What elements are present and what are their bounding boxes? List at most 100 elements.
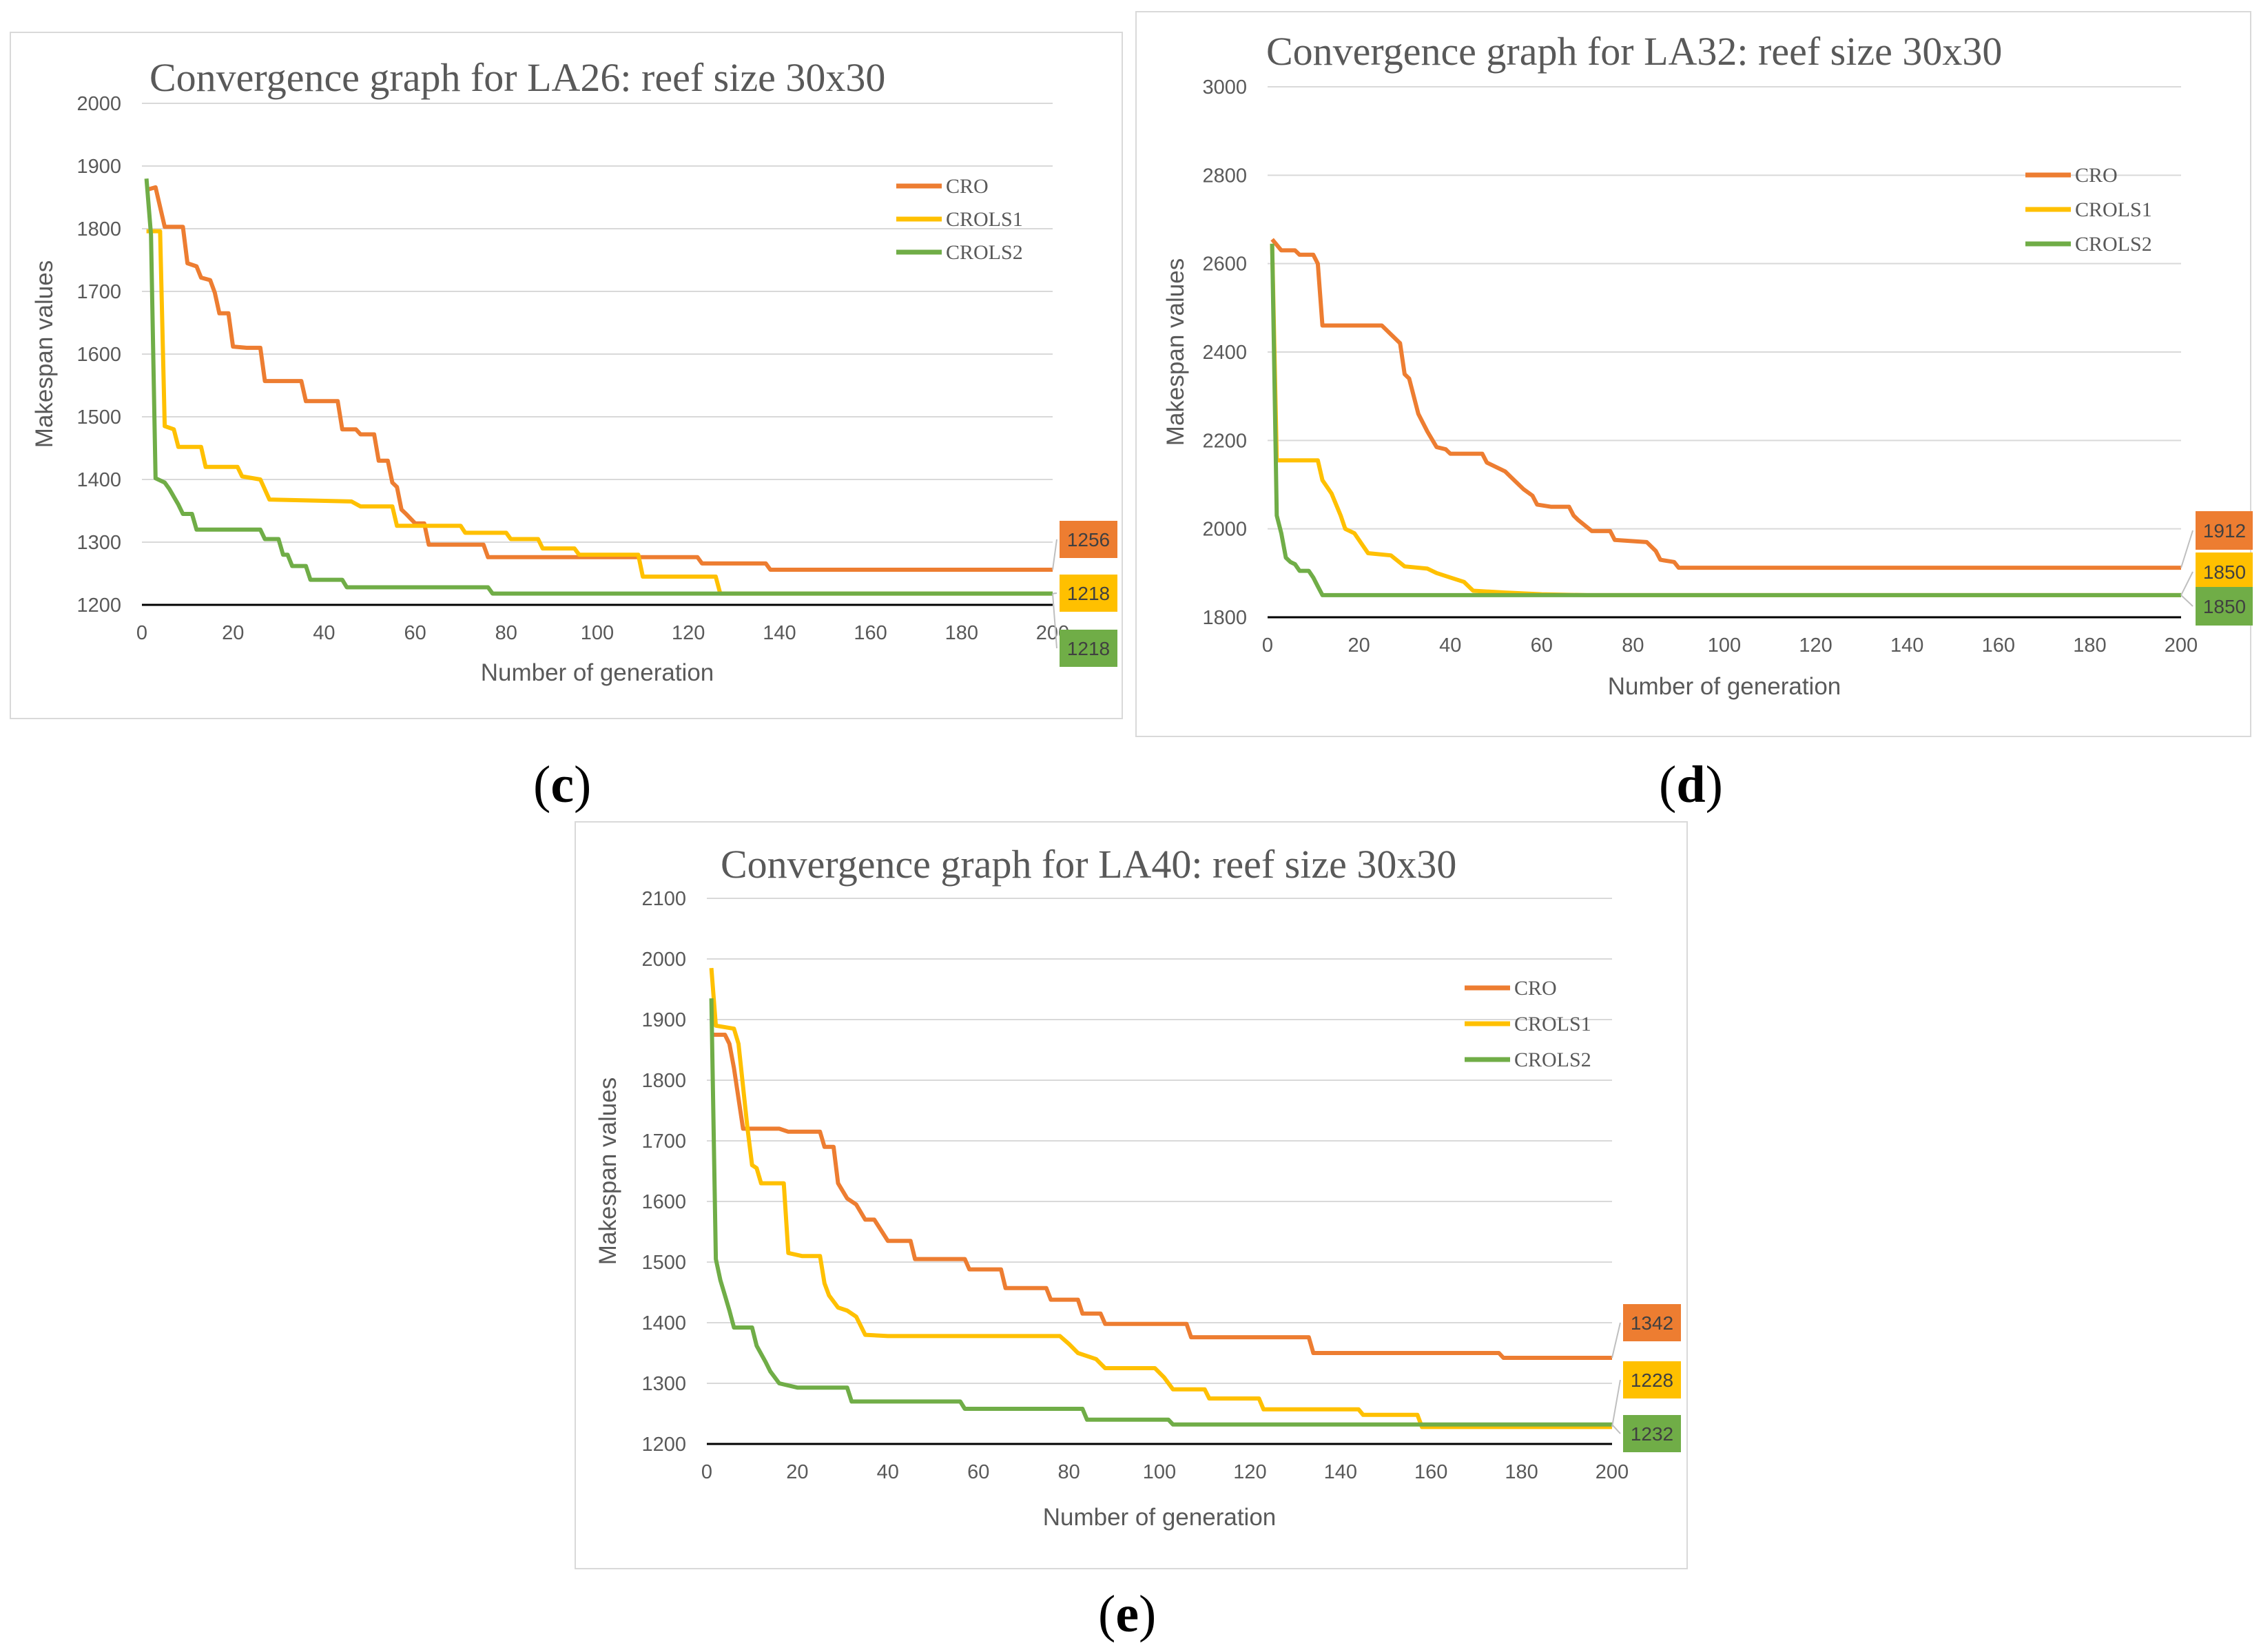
data-label-box-cro (1060, 521, 1117, 558)
x-tick-label: 60 (1531, 634, 1553, 657)
caption-c-letter: c (550, 756, 575, 814)
y-tick-label: 1500 (76, 406, 121, 429)
chart-panel-la32: Convergence graph for LA32: reef size 30… (1135, 11, 2253, 737)
caption-c-open: ( (533, 756, 551, 814)
x-tick-label: 160 (1982, 634, 2015, 657)
x-tick-label: 60 (967, 1461, 989, 1483)
series-line-cro (1270, 238, 2181, 570)
series-line-crols2 (1270, 243, 2181, 597)
x-tick-label: 160 (854, 622, 887, 644)
series-line-crols2 (144, 178, 1053, 596)
x-tick-label: 100 (1708, 634, 1741, 657)
data-label-leader (1611, 1379, 1621, 1427)
legend-label-crols2: CROLS2 (1514, 1049, 1591, 1071)
x-tick-label: 140 (1890, 634, 1923, 657)
caption-d-open: ( (1659, 756, 1677, 814)
y-tick-label: 3000 (1202, 76, 1247, 99)
caption-e-close: ) (1139, 1585, 1157, 1643)
data-label-cro: 1342 (1631, 1312, 1673, 1334)
series-line-crols1 (1270, 243, 2181, 597)
x-tick-label: 180 (1505, 1461, 1538, 1483)
data-label-leader (1611, 1424, 1621, 1434)
caption-e-letter: e (1115, 1585, 1139, 1643)
data-label-crols2: 1218 (1067, 638, 1110, 659)
data-label-box-crols1 (2196, 553, 2253, 591)
caption-c: (c) (533, 755, 591, 815)
data-label-box-cro (1623, 1304, 1681, 1341)
caption-d-letter: d (1676, 756, 1706, 814)
y-tick-label: 1600 (76, 344, 121, 366)
data-label-crols1: 1228 (1631, 1370, 1673, 1391)
y-tick-label: 1700 (641, 1130, 686, 1153)
legend-label-crols2: CROLS2 (946, 241, 1023, 264)
legend-label-crols1: CROLS1 (946, 208, 1023, 231)
y-tick-label: 1700 (76, 281, 121, 303)
x-tick-label: 100 (581, 622, 614, 644)
y-tick-label: 2600 (1202, 254, 1247, 276)
y-tick-label: 1900 (641, 1009, 686, 1031)
y-tick-label: 2000 (76, 93, 121, 115)
y-axis-label: Makespan values (31, 260, 58, 448)
series-line-crols2 (709, 998, 1612, 1427)
caption-e-open: ( (1098, 1585, 1116, 1643)
y-tick-label: 1900 (76, 156, 121, 178)
chart-title: Convergence graph for LA40: reef size 30… (721, 842, 1456, 887)
data-label-box-crols1 (1060, 575, 1117, 612)
data-label-leader (2180, 595, 2193, 607)
x-tick-label: 180 (2073, 634, 2106, 657)
y-tick-label: 1300 (76, 532, 121, 554)
data-label-leader (1052, 539, 1057, 570)
y-tick-label: 1200 (76, 595, 121, 617)
x-tick-label: 0 (136, 622, 147, 644)
x-tick-label: 120 (1233, 1461, 1266, 1483)
legend-label-crols1: CROLS1 (2075, 198, 2152, 221)
x-tick-label: 20 (786, 1461, 808, 1483)
x-tick-label: 160 (1414, 1461, 1447, 1483)
data-label-leader (1052, 592, 1057, 595)
x-axis-label: Number of generation (1043, 1504, 1277, 1531)
x-tick-label: 100 (1143, 1461, 1176, 1483)
y-tick-label: 2200 (1202, 430, 1247, 452)
y-tick-label: 1200 (641, 1434, 686, 1456)
data-label-crols1: 1218 (1067, 583, 1110, 604)
chart-la26: Convergence graph for LA26: reef size 30… (31, 55, 1117, 686)
caption-e: (e) (1098, 1584, 1156, 1644)
data-label-cro: 1912 (2203, 520, 2246, 541)
x-tick-label: 140 (1324, 1461, 1357, 1483)
x-tick-label: 0 (1262, 634, 1273, 657)
data-label-leader (1052, 593, 1057, 649)
caption-d-close: ) (1705, 756, 1723, 814)
data-label-leader (2180, 530, 2193, 568)
legend-label-crols2: CROLS2 (2075, 233, 2152, 256)
data-label-box-crols1 (1623, 1361, 1681, 1398)
series-line-crols1 (709, 967, 1612, 1429)
y-tick-label: 2000 (1202, 519, 1247, 541)
x-tick-label: 120 (672, 622, 705, 644)
y-tick-label: 1300 (641, 1373, 686, 1395)
y-tick-label: 1600 (641, 1191, 686, 1213)
chart-title: Convergence graph for LA26: reef size 30… (149, 55, 885, 100)
legend-label-cro: CRO (2075, 164, 2118, 187)
data-label-box-crols2 (1060, 630, 1117, 667)
y-tick-label: 1800 (641, 1070, 686, 1092)
y-tick-label: 1800 (76, 218, 121, 240)
x-tick-label: 0 (701, 1461, 712, 1483)
y-tick-label: 2000 (641, 949, 686, 971)
caption-d: (d) (1659, 755, 1723, 815)
data-label-leader (2180, 571, 2193, 596)
y-tick-label: 2400 (1202, 342, 1247, 364)
data-label-crols2: 1232 (1631, 1423, 1673, 1445)
y-axis-label: Makespan values (1162, 258, 1189, 446)
x-tick-label: 140 (763, 622, 796, 644)
x-axis-label: Number of generation (481, 659, 714, 686)
x-tick-label: 80 (1622, 634, 1644, 657)
data-label-box-crols2 (1623, 1415, 1681, 1452)
x-tick-label: 80 (1057, 1461, 1080, 1483)
y-tick-label: 2100 (641, 888, 686, 910)
chart-panel-la40: Convergence graph for LA40: reef size 30… (575, 821, 1688, 1569)
x-tick-label: 180 (945, 622, 978, 644)
series-line-cro (145, 185, 1053, 572)
data-label-box-cro (2196, 511, 2253, 550)
x-tick-label: 200 (2165, 634, 2198, 657)
x-tick-label: 40 (877, 1461, 899, 1483)
